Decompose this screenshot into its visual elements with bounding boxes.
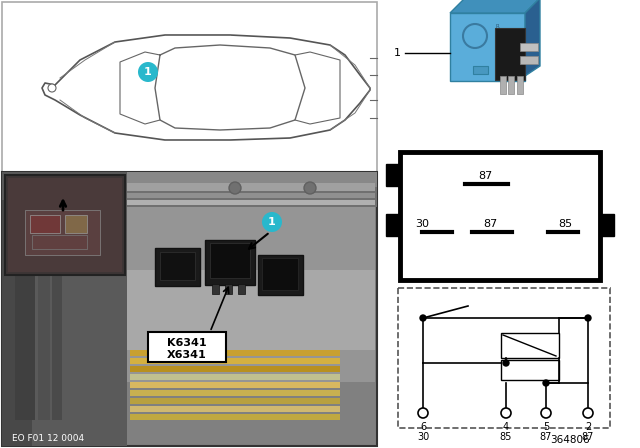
Bar [2, 172, 377, 446]
Bar [130, 374, 340, 380]
Circle shape [418, 408, 428, 418]
Text: 4: 4 [503, 422, 509, 432]
Text: 87: 87 [478, 171, 492, 181]
Bar [398, 288, 610, 428]
Text: 364806: 364806 [550, 435, 590, 445]
Text: 85: 85 [558, 219, 572, 229]
Bar [2, 2, 377, 172]
Bar [400, 152, 600, 280]
Bar [210, 243, 250, 278]
Text: 87: 87 [540, 432, 552, 442]
Circle shape [304, 182, 316, 194]
Bar [2, 172, 377, 207]
Text: 6: 6 [420, 422, 426, 432]
Bar [148, 332, 226, 362]
Text: 87: 87 [582, 432, 594, 442]
Bar [386, 214, 400, 236]
Bar [238, 284, 245, 294]
Bar [130, 366, 340, 372]
Circle shape [541, 408, 551, 418]
Bar [125, 270, 375, 350]
Text: 5: 5 [543, 422, 549, 432]
Circle shape [420, 315, 426, 321]
Text: K6341: K6341 [167, 338, 207, 348]
Bar [8, 178, 122, 272]
Circle shape [583, 408, 593, 418]
Bar [520, 56, 538, 64]
Bar [130, 406, 340, 412]
Bar [2, 172, 377, 187]
Bar [2, 200, 32, 446]
Bar [508, 76, 514, 94]
Bar [130, 390, 340, 396]
Bar [125, 200, 375, 205]
Circle shape [48, 84, 56, 92]
Bar [600, 214, 614, 236]
Circle shape [503, 360, 509, 366]
Bar [160, 252, 195, 280]
Bar [473, 66, 488, 74]
Text: 1: 1 [394, 48, 401, 58]
Bar [205, 240, 255, 285]
Text: 87: 87 [483, 219, 497, 229]
Circle shape [543, 380, 549, 386]
Bar [32, 235, 87, 249]
Text: 1: 1 [144, 67, 152, 77]
Bar [65, 215, 87, 233]
Bar [130, 382, 340, 388]
Polygon shape [450, 0, 540, 13]
Polygon shape [525, 0, 540, 76]
Bar [520, 43, 538, 51]
Bar [495, 28, 525, 80]
Circle shape [138, 62, 158, 82]
Bar [501, 333, 559, 358]
Circle shape [229, 182, 241, 194]
Text: X6341: X6341 [167, 350, 207, 360]
Bar [212, 284, 219, 294]
Bar [130, 350, 340, 356]
Bar [2, 172, 127, 446]
Circle shape [501, 408, 511, 418]
Text: 2: 2 [585, 422, 591, 432]
Bar [15, 220, 35, 420]
Bar [130, 358, 340, 364]
Bar [500, 76, 506, 94]
Text: 1: 1 [268, 217, 276, 227]
Bar [30, 215, 60, 233]
Text: 85: 85 [500, 432, 512, 442]
Text: EO F01 12 0004: EO F01 12 0004 [12, 434, 84, 443]
Bar [5, 175, 125, 275]
Bar [125, 193, 375, 198]
Bar [258, 255, 303, 295]
Bar [225, 284, 232, 294]
Bar [125, 183, 375, 191]
Bar [501, 360, 559, 380]
Bar [125, 207, 375, 382]
Text: R: R [495, 23, 499, 29]
Bar [386, 164, 400, 186]
Circle shape [585, 315, 591, 321]
Bar [155, 248, 200, 286]
Text: S: S [501, 30, 505, 34]
Bar [262, 258, 298, 290]
Bar [38, 250, 50, 420]
Bar [130, 398, 340, 404]
Bar [52, 270, 62, 420]
Bar [450, 13, 525, 81]
Bar [130, 414, 340, 420]
Bar [517, 76, 523, 94]
Circle shape [262, 212, 282, 232]
Text: 30: 30 [417, 432, 429, 442]
Bar [25, 210, 100, 255]
Text: 30: 30 [415, 219, 429, 229]
